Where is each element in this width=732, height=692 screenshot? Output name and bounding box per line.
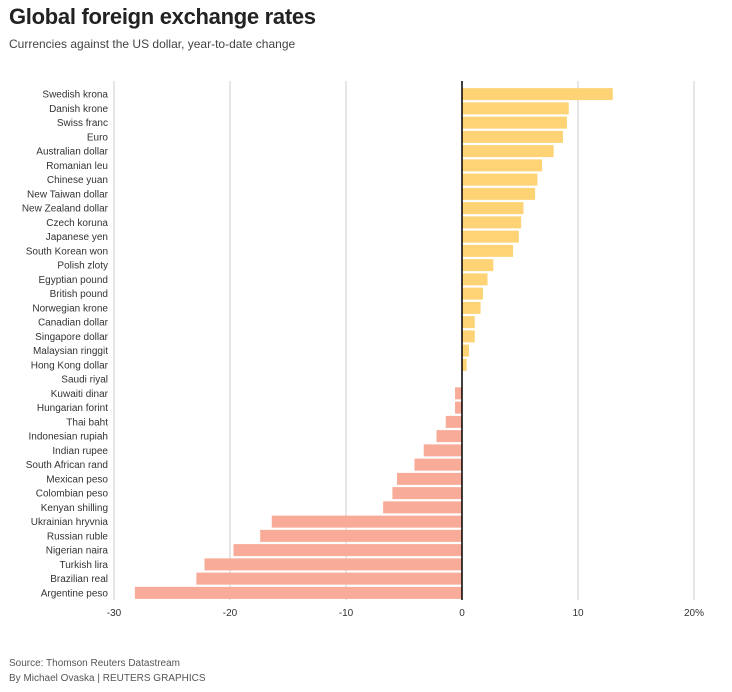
- bar: [462, 230, 519, 243]
- bar: [462, 102, 569, 115]
- bar: [383, 501, 462, 514]
- bar: [196, 572, 463, 585]
- category-label: Russian ruble: [47, 531, 109, 542]
- category-label: South Korean won: [26, 246, 108, 257]
- byline: By Michael Ovaska | REUTERS GRAPHICS: [9, 673, 206, 684]
- bar: [423, 444, 462, 457]
- x-tick-label: -20: [223, 608, 238, 619]
- category-label: Euro: [87, 132, 109, 143]
- category-label: Czech koruna: [46, 218, 108, 229]
- bar: [260, 529, 462, 542]
- x-tick-label: 20%: [684, 608, 704, 619]
- category-label: Kenyan shilling: [41, 503, 108, 514]
- category-label: Kuwaiti dinar: [51, 389, 109, 400]
- category-label: Turkish lira: [59, 560, 108, 571]
- category-label: Romanian leu: [46, 161, 108, 172]
- category-label: Chinese yuan: [47, 175, 108, 186]
- category-label: Nigerian naira: [46, 546, 109, 557]
- category-label: Japanese yen: [46, 232, 108, 243]
- bar: [233, 544, 462, 557]
- bar: [462, 130, 563, 143]
- source-note: Source: Thomson Reuters Datastream: [9, 658, 181, 669]
- bar: [462, 344, 469, 357]
- bar: [397, 472, 462, 485]
- category-label: Saudi riyal: [61, 375, 108, 386]
- category-label: Colombian peso: [36, 489, 109, 500]
- category-label: Indonesian rupiah: [28, 432, 108, 443]
- category-label: Swiss franc: [57, 118, 108, 129]
- bar: [462, 358, 467, 371]
- category-label: Ukrainian hryvnia: [31, 517, 109, 528]
- category-label: Hungarian forint: [37, 403, 108, 414]
- bar: [462, 330, 475, 343]
- x-tick-label: -30: [107, 608, 122, 619]
- bar: [436, 430, 462, 443]
- x-tick-label: 0: [459, 608, 465, 619]
- category-label: Malaysian ringgit: [33, 346, 108, 357]
- bar: [462, 273, 488, 286]
- category-label: Swedish krona: [42, 90, 108, 101]
- bar: [462, 202, 524, 215]
- category-label: Argentine peso: [41, 588, 109, 599]
- bar: [271, 515, 462, 528]
- bar: [462, 316, 475, 329]
- category-label: Danish krone: [49, 104, 108, 115]
- bar: [462, 116, 567, 129]
- category-label: Egyptian pound: [38, 275, 108, 286]
- chart-title: Global foreign exchange rates: [9, 4, 316, 29]
- bar: [462, 145, 554, 158]
- category-label: Polish zloty: [57, 261, 108, 272]
- bar: [455, 387, 462, 400]
- category-label: British pound: [50, 289, 108, 300]
- category-label: Singapore dollar: [35, 332, 108, 343]
- bar: [462, 244, 514, 257]
- category-label: Indian rupee: [52, 446, 108, 457]
- category-label: Thai baht: [66, 417, 108, 428]
- bar-chart: -30 -20 -10 0 10 20% Swedish krona Danish krone…: [22, 81, 704, 619]
- bar: [414, 458, 462, 471]
- x-tick-label: 10: [572, 608, 584, 619]
- category-label: New Taiwan dollar: [27, 189, 109, 200]
- category-label: Brazilian real: [50, 574, 108, 585]
- category-label: New Zealand dollar: [22, 204, 109, 215]
- category-label: Hong Kong dollar: [31, 360, 109, 371]
- bar: [462, 287, 483, 300]
- bar: [462, 88, 613, 101]
- bar: [392, 487, 462, 500]
- bar: [455, 401, 462, 414]
- x-tick-label: -10: [339, 608, 354, 619]
- bar: [204, 558, 463, 571]
- bar: [462, 216, 522, 229]
- category-label: Norwegian krone: [32, 303, 108, 314]
- bar: [462, 187, 536, 200]
- bar: [134, 586, 462, 599]
- bar: [462, 173, 538, 186]
- chart-subtitle: Currencies against the US dollar, year-t…: [9, 37, 296, 51]
- category-label: Mexican peso: [46, 474, 108, 485]
- category-label: South African rand: [26, 460, 108, 471]
- bar: [445, 415, 462, 428]
- bar: [462, 301, 481, 314]
- bar: [462, 159, 543, 172]
- category-label: Australian dollar: [36, 147, 108, 158]
- category-label: Canadian dollar: [38, 318, 109, 329]
- bar: [462, 259, 494, 272]
